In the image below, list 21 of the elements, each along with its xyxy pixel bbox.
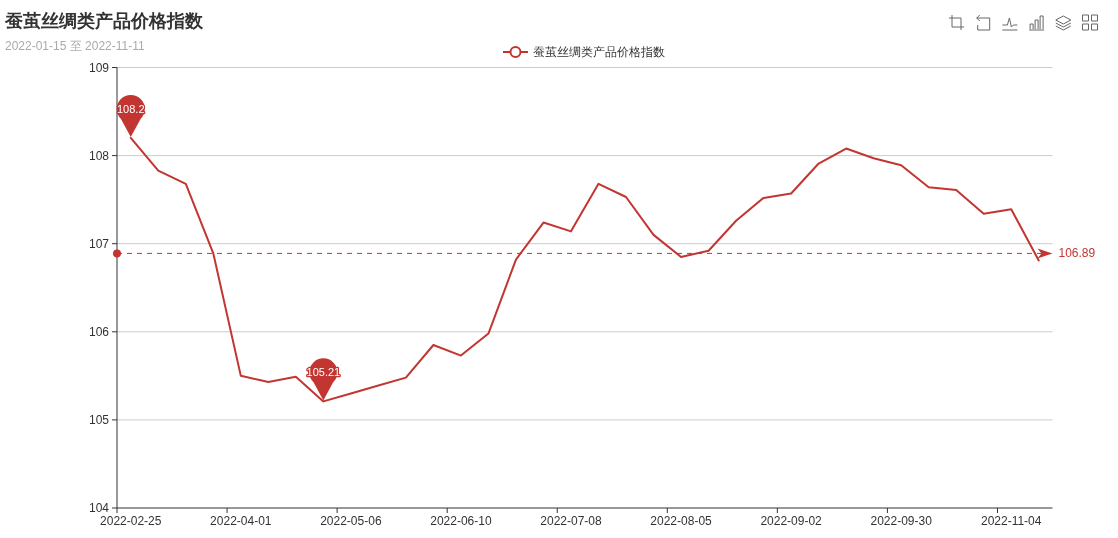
y-tick-label: 105 <box>88 412 110 427</box>
annotation: 108.2 <box>116 102 145 115</box>
x-tick-label: 2022-09-30 <box>870 514 933 528</box>
chart-subtitle: 2022-01-15 至 2022-11-11 <box>5 39 145 53</box>
x-tick-label: 2022-08-05 <box>650 514 713 528</box>
y-tick-label: 106 <box>88 324 110 339</box>
y-tick-label: 107 <box>88 236 110 251</box>
legend-label: 蚕茧丝绸类产品价格指数 <box>533 45 665 59</box>
y-tick-label: 104 <box>88 501 110 515</box>
x-tick-label: 2022-07-08 <box>540 514 603 528</box>
x-tick-label: 2022-05-06 <box>320 514 382 528</box>
x-tick-label: 2022-09-02 <box>760 514 823 528</box>
x-tick-label: 2022-04-01 <box>210 514 272 528</box>
x-tick-label: 2022-11-04 <box>980 514 1042 528</box>
legend: 蚕茧丝绸类产品价格指数 <box>502 45 665 59</box>
x-tick-label: 2022-02-25 <box>100 514 162 528</box>
y-tick-label: 108 <box>88 148 110 163</box>
ref-line-label: 106.89 <box>1058 246 1096 261</box>
y-tick-label: 109 <box>88 60 110 75</box>
x-tick-label: 2022-06-10 <box>430 514 492 528</box>
chart-title: 蚕茧丝绸类产品价格指数 <box>4 11 204 31</box>
